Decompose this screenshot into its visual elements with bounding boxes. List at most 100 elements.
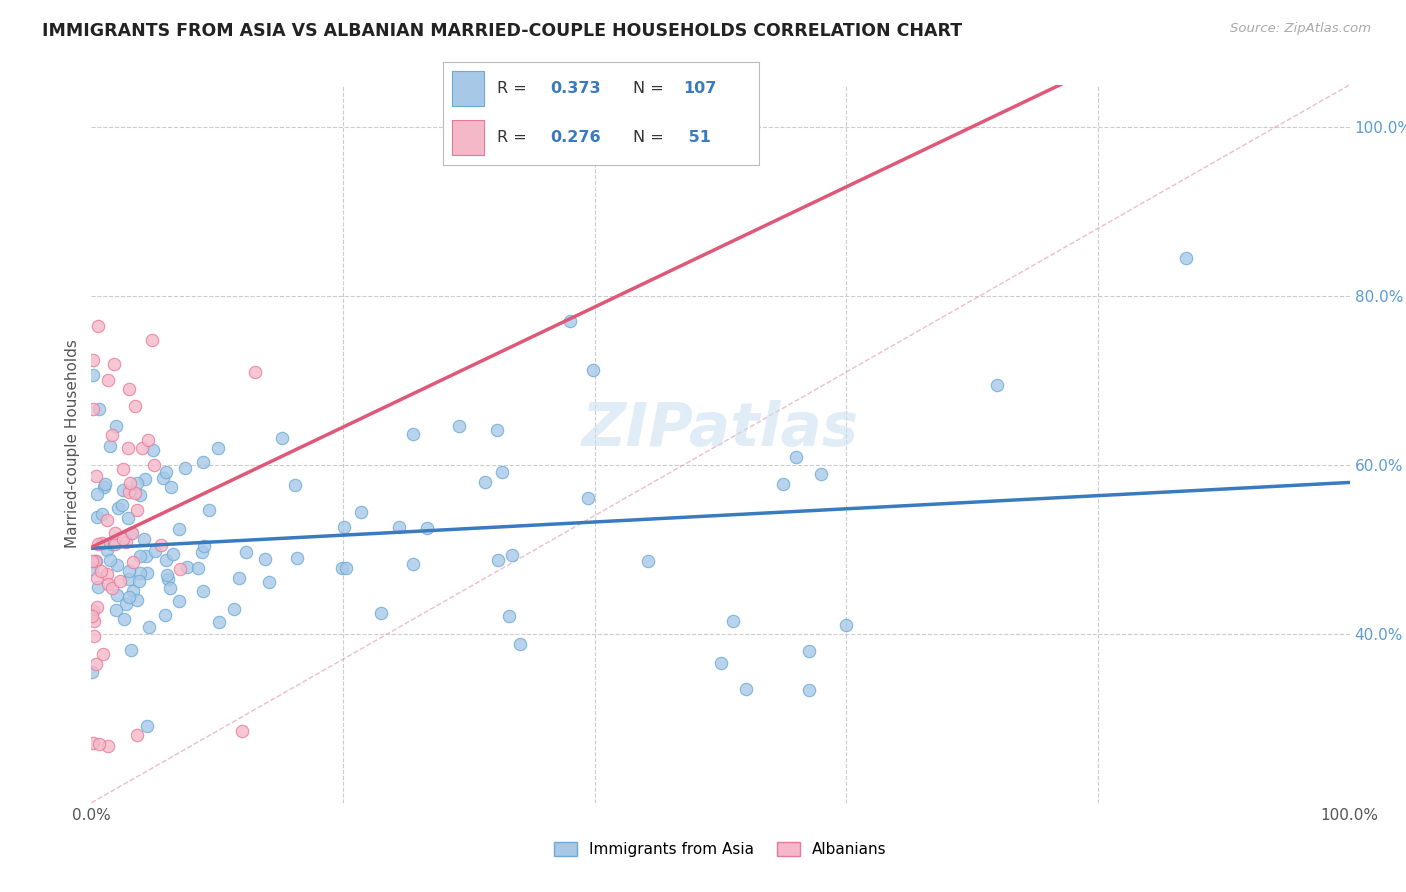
Point — [128, 488, 150, 502]
Point — [125, 476, 148, 491]
Point — [449, 418, 471, 433]
Text: N =: N = — [633, 81, 669, 96]
Text: 107: 107 — [683, 81, 717, 96]
Point — [155, 465, 177, 479]
Point — [96, 566, 118, 581]
Point — [105, 558, 128, 572]
Point — [149, 538, 172, 552]
Point — [132, 533, 155, 547]
Point — [224, 601, 246, 615]
Point — [117, 441, 139, 455]
Point — [208, 615, 231, 629]
Point — [128, 574, 150, 589]
Point — [97, 739, 120, 753]
Point — [191, 545, 214, 559]
Point — [187, 560, 209, 574]
Point — [128, 566, 150, 580]
Point — [284, 478, 307, 492]
Point — [97, 373, 120, 387]
Point — [91, 647, 114, 661]
Point — [89, 402, 111, 417]
Point — [117, 511, 139, 525]
Text: 0.276: 0.276 — [550, 130, 602, 145]
Point — [491, 466, 513, 480]
Point — [156, 568, 179, 582]
Point — [169, 562, 191, 576]
Point — [96, 542, 118, 557]
Point — [131, 441, 153, 455]
Point — [80, 608, 103, 623]
Point — [191, 584, 214, 599]
Point — [772, 476, 794, 491]
Point — [125, 728, 148, 742]
Point — [335, 561, 357, 575]
Point — [162, 547, 184, 561]
Text: R =: R = — [496, 81, 531, 96]
Point — [271, 431, 294, 445]
Point — [160, 480, 183, 494]
Point — [121, 584, 143, 599]
Point — [86, 510, 108, 524]
Point — [91, 507, 114, 521]
Point — [80, 665, 103, 679]
Point — [104, 526, 127, 541]
Point — [121, 526, 143, 541]
Point — [243, 365, 266, 379]
Point — [207, 442, 229, 456]
Point — [141, 334, 163, 348]
Point — [114, 597, 136, 611]
Point — [118, 476, 141, 491]
Point — [101, 537, 124, 551]
Point — [797, 683, 820, 698]
Point — [107, 500, 129, 515]
Text: IMMIGRANTS FROM ASIA VS ALBANIAN MARRIED-COUPLE HOUSEHOLDS CORRELATION CHART: IMMIGRANTS FROM ASIA VS ALBANIAN MARRIED… — [42, 22, 962, 40]
Point — [173, 461, 195, 475]
Point — [83, 614, 105, 628]
Point — [86, 572, 108, 586]
Y-axis label: Married-couple Households: Married-couple Households — [65, 339, 80, 549]
Point — [143, 544, 166, 558]
Point — [80, 562, 103, 576]
Point — [120, 642, 142, 657]
Text: N =: N = — [633, 130, 669, 145]
Point — [135, 549, 157, 564]
Point — [235, 545, 257, 559]
Point — [721, 614, 744, 628]
Point — [86, 537, 108, 551]
Point — [84, 554, 107, 568]
Point — [576, 491, 599, 505]
Point — [104, 603, 127, 617]
Point — [136, 718, 159, 732]
Point — [118, 485, 141, 500]
Point — [87, 737, 110, 751]
Point — [120, 525, 142, 540]
Point — [134, 472, 156, 486]
Point — [112, 483, 135, 497]
Bar — [453, 120, 484, 155]
Point — [98, 439, 121, 453]
Point — [582, 363, 605, 377]
Point — [82, 352, 104, 367]
Bar — [453, 70, 484, 105]
Point — [253, 552, 276, 566]
Text: ZIPatlas: ZIPatlas — [582, 400, 859, 458]
Point — [98, 553, 121, 567]
Point — [709, 657, 731, 671]
Point — [122, 555, 145, 569]
Point — [86, 599, 108, 614]
Point — [501, 548, 523, 562]
Text: 51: 51 — [683, 130, 711, 145]
Point — [785, 450, 807, 464]
Point — [159, 582, 181, 596]
Point — [87, 580, 110, 594]
Point — [734, 681, 756, 696]
Point — [415, 521, 437, 535]
Point — [155, 607, 177, 622]
Point — [83, 629, 105, 643]
Point — [228, 571, 250, 585]
Point — [128, 549, 150, 563]
Point — [509, 637, 531, 651]
Point — [112, 612, 135, 626]
Point — [388, 520, 411, 534]
Point — [125, 503, 148, 517]
